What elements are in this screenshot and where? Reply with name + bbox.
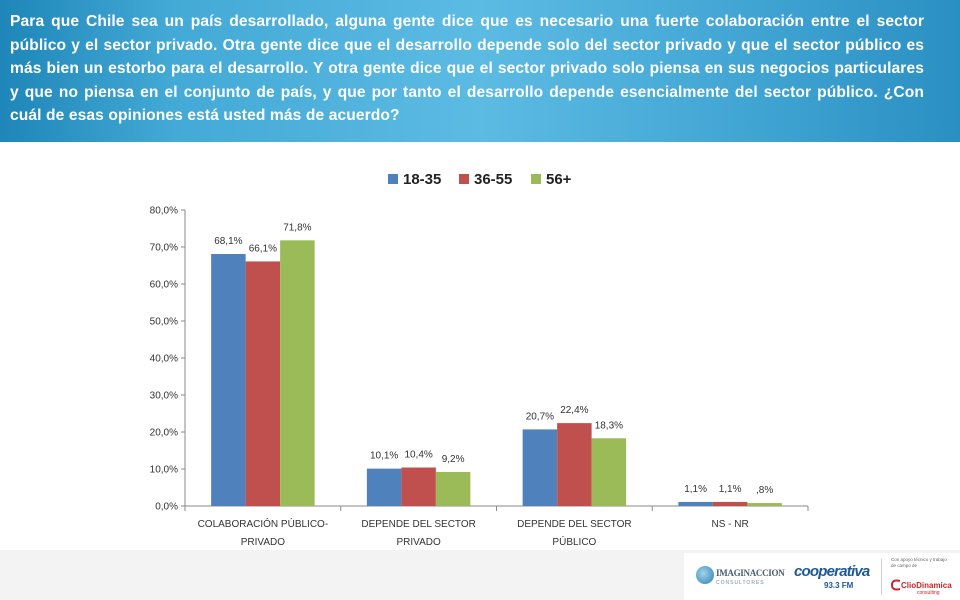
x-tick-label: DEPENDE DEL SECTOR (361, 519, 475, 530)
x-tick-label: COLABORACIÓN PÚBLICO- (198, 517, 329, 530)
clio-subtitle: consulting (917, 590, 940, 596)
data-label: 1,1% (719, 484, 742, 495)
cooperativa-wordmark: cooperativa (794, 563, 870, 580)
x-axis-labels: COLABORACIÓN PÚBLICO- PRIVADO DEPENDE DEL … (198, 517, 749, 548)
y-tick-label: 30,0% (150, 391, 178, 402)
bar-56+-cat0 (280, 240, 315, 506)
legend-label-36-55: 36-55 (474, 171, 512, 188)
legend-swatch-56+ (531, 174, 541, 184)
y-tick-label: 80,0% (150, 206, 178, 217)
bars-group: 68,1% 66,1% 71,8% 10,1% 10,4% 9,2% 20,7% 22,4% 1… (211, 222, 782, 506)
y-tick-label: 10,0% (150, 465, 178, 476)
y-tick-label: 20,0% (150, 428, 178, 439)
bar-56+-cat3 (747, 503, 782, 506)
cooperativa-frequency: 93.3 FM (824, 581, 854, 590)
cliodinamica-logo: Con apoyo técnico y trabajo de campo de … (889, 557, 957, 597)
bar-56+-cat1 (435, 471, 471, 506)
bar-36-55-cat0 (245, 261, 281, 506)
clio-caption: Con apoyo técnico y trabajo de campo de (891, 557, 947, 568)
data-label: 22,4% (560, 405, 588, 416)
bar-18-35-cat1 (366, 468, 402, 506)
survey-question: Para que Chile sea un país desarrollado,… (10, 13, 924, 124)
imaginaccion-wordmark: IMAGINACCION (716, 568, 785, 578)
y-tick-label: 0,0% (155, 502, 178, 513)
data-label: 9,2% (442, 454, 465, 465)
imaginaccion-subtitle: CONSULTORES (716, 580, 765, 586)
y-tick-label: 40,0% (150, 354, 178, 365)
sponsor-logos: IMAGINACCION CONSULTORES cooperativa 93.… (684, 553, 960, 600)
data-label: 1,1% (684, 484, 707, 495)
bar-chart: 18-35 36-55 56+ 0,0% 10,0% 20,0% 30,0% 40,0% 50… (150, 171, 809, 548)
data-label: ,8% (756, 485, 773, 496)
cooperativa-logo: cooperativa 93.3 FM (794, 563, 874, 593)
globe-icon (696, 566, 714, 584)
x-tick-label: PRIVADO (396, 537, 440, 548)
data-label: 20,7% (526, 411, 554, 422)
bar-18-35-cat2 (522, 429, 558, 506)
x-tick-label: NS - NR (712, 519, 749, 530)
bar-36-55-cat3 (712, 501, 748, 506)
x-tick-label: DEPENDE DEL SECTOR (517, 519, 631, 530)
x-tick-label: PRIVADO (241, 537, 285, 548)
data-label: 10,4% (404, 450, 432, 461)
x-tick-label: PÚBLICO (552, 535, 596, 548)
bar-36-55-cat2 (557, 423, 592, 506)
y-tick-label: 60,0% (150, 280, 178, 291)
chart-area: 18-35 36-55 56+ 0,0% 10,0% 20,0% 30,0% 40,0% 50… (0, 142, 960, 550)
data-label: 68,1% (214, 236, 242, 247)
data-label: 10,1% (370, 451, 398, 462)
legend-label-56+: 56+ (546, 171, 572, 188)
logo-divider (881, 559, 882, 595)
imaginaccion-logo: IMAGINACCION CONSULTORES (696, 563, 785, 591)
legend-label-18-35: 18-35 (403, 171, 441, 188)
clio-wordmark: ClioDinamica (901, 581, 952, 590)
y-tick-label: 50,0% (150, 317, 178, 328)
clio-mark-icon (891, 579, 901, 591)
legend-swatch-36-55 (459, 174, 469, 184)
bar-36-55-cat1 (401, 467, 436, 506)
data-label: 71,8% (283, 222, 311, 233)
data-label: 18,3% (595, 420, 623, 431)
bar-56+-cat2 (591, 438, 627, 506)
header-banner: Para que Chile sea un país desarrollado,… (0, 0, 960, 142)
data-label: 66,1% (249, 243, 277, 254)
chart-legend: 18-35 36-55 56+ (388, 171, 572, 188)
legend-swatch-18-35 (388, 174, 398, 184)
bar-18-35-cat3 (678, 501, 713, 506)
y-tick-label: 70,0% (150, 243, 178, 254)
bar-18-35-cat0 (211, 254, 246, 506)
